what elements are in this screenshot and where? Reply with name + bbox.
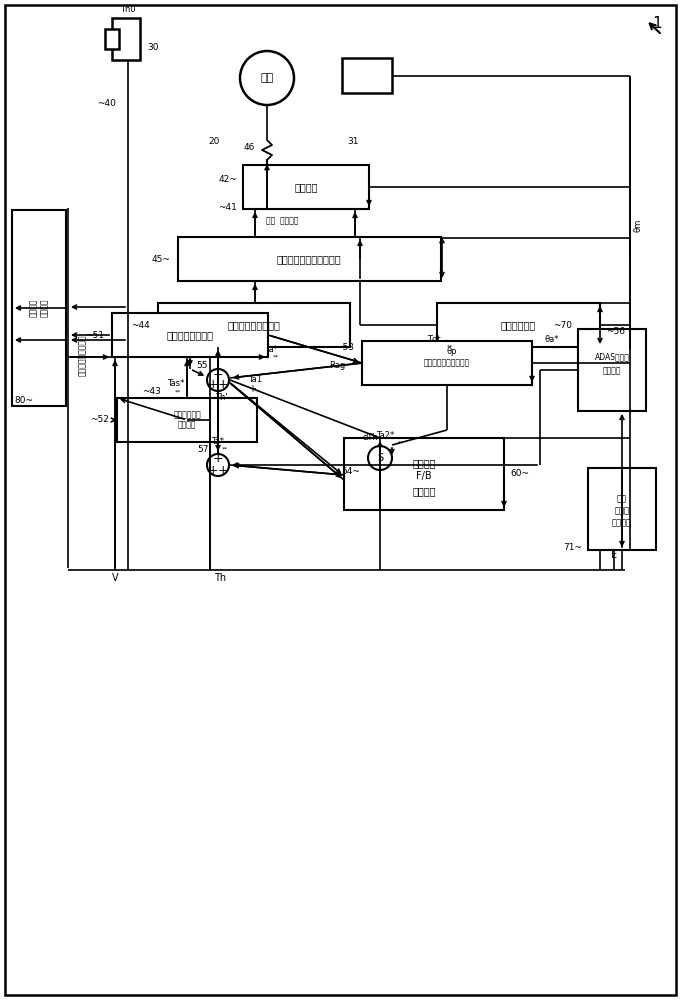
Text: 外部: 外部 xyxy=(617,494,627,504)
Text: Th': Th' xyxy=(215,393,227,402)
Text: 电流  转矩电流: 电流 转矩电流 xyxy=(266,217,298,226)
Text: 60~: 60~ xyxy=(510,470,529,479)
Text: Ia*: Ia* xyxy=(266,346,278,355)
Text: 辅助指令值运算电路: 辅助指令值运算电路 xyxy=(78,334,86,376)
Text: ADAS指令值: ADAS指令值 xyxy=(595,353,629,361)
Text: 1: 1 xyxy=(652,16,662,31)
Text: Tdt: Tdt xyxy=(427,334,441,344)
Circle shape xyxy=(207,369,229,391)
Text: ~53: ~53 xyxy=(335,344,354,353)
Text: ~56: ~56 xyxy=(606,328,625,336)
Text: 转向操縱
装置电路: 转向操縱 装置电路 xyxy=(29,299,49,317)
Text: Tas*: Tas* xyxy=(167,378,184,387)
Bar xyxy=(103,150,612,550)
Text: 电流指令值补偿控制电路: 电流指令值补偿控制电路 xyxy=(276,254,341,264)
Text: 42~: 42~ xyxy=(218,176,237,184)
Text: ~44: ~44 xyxy=(131,320,150,330)
Text: +: + xyxy=(212,452,223,466)
Bar xyxy=(344,438,504,510)
Bar xyxy=(112,18,140,60)
Bar xyxy=(117,398,257,442)
Text: **: ** xyxy=(273,355,279,360)
Text: E: E xyxy=(611,550,617,560)
Bar xyxy=(101,143,616,558)
Text: 30: 30 xyxy=(147,43,159,52)
Text: dTh: dTh xyxy=(362,434,378,442)
Text: Rag: Rag xyxy=(329,361,345,370)
Text: 54~: 54~ xyxy=(341,468,360,477)
Bar xyxy=(12,210,66,406)
Text: Ta2*: Ta2* xyxy=(376,430,394,440)
Circle shape xyxy=(207,454,229,476)
Circle shape xyxy=(240,51,294,105)
Text: Th0: Th0 xyxy=(120,5,136,14)
Bar xyxy=(197,30,423,142)
Text: Ta1: Ta1 xyxy=(248,375,262,384)
Text: θa*: θa* xyxy=(545,336,559,344)
Text: ~41: ~41 xyxy=(218,202,237,212)
Text: **: ** xyxy=(447,344,454,350)
Bar xyxy=(588,468,656,550)
Text: 55: 55 xyxy=(196,360,208,369)
Text: +: + xyxy=(218,378,228,391)
Text: **: ** xyxy=(551,346,557,351)
Text: +: + xyxy=(248,384,256,394)
Text: +: + xyxy=(218,464,228,477)
Text: 驱动电路: 驱动电路 xyxy=(294,182,318,192)
Bar xyxy=(362,341,532,385)
Circle shape xyxy=(368,446,392,470)
Bar xyxy=(437,303,600,347)
Bar xyxy=(178,237,441,281)
Text: 80~: 80~ xyxy=(14,396,33,405)
Text: **: ** xyxy=(222,446,228,452)
Text: 46: 46 xyxy=(243,142,255,151)
Text: **: ** xyxy=(175,389,181,394)
Text: **: ** xyxy=(398,440,405,446)
Text: 第２补位补偿控制电路: 第２补位补偿控制电路 xyxy=(424,359,470,367)
Text: ~52: ~52 xyxy=(90,416,109,424)
Text: 31: 31 xyxy=(347,137,358,146)
Bar xyxy=(578,329,646,411)
Text: 57: 57 xyxy=(197,446,209,454)
Text: θm: θm xyxy=(633,218,642,232)
Text: F/B: F/B xyxy=(416,471,432,481)
Text: 运算电路: 运算电路 xyxy=(603,366,621,375)
Text: 电流指令值补偿电路: 电流指令值补偿电路 xyxy=(227,320,281,330)
Text: ~40: ~40 xyxy=(97,99,116,107)
Text: S: S xyxy=(377,453,383,463)
Text: 45~: 45~ xyxy=(151,254,170,263)
Text: ~51: ~51 xyxy=(85,330,104,340)
Text: Th: Th xyxy=(214,573,226,583)
Text: 71~: 71~ xyxy=(563,544,582,552)
Text: +: + xyxy=(208,378,219,391)
Text: 传感器: 传感器 xyxy=(614,506,629,516)
Text: 马达: 马达 xyxy=(260,73,274,83)
Bar xyxy=(105,29,119,49)
Text: 基本辅助控制电路: 基本辅助控制电路 xyxy=(166,330,214,340)
Bar xyxy=(63,138,637,568)
Text: 20: 20 xyxy=(208,136,219,145)
Text: V: V xyxy=(112,573,118,583)
Bar xyxy=(112,313,268,357)
Text: +: + xyxy=(212,367,223,380)
Text: +: + xyxy=(208,464,219,477)
Bar xyxy=(342,58,392,93)
Text: Ta*: Ta* xyxy=(212,436,225,446)
Text: 小齿轮角: 小齿轮角 xyxy=(412,458,436,468)
Text: 第一相过补偿
控制电路: 第一相过补偿 控制电路 xyxy=(173,410,201,430)
Text: ~70: ~70 xyxy=(553,322,572,330)
Text: 分相控制电路: 分相控制电路 xyxy=(501,320,536,330)
Text: θp: θp xyxy=(447,348,457,357)
Bar xyxy=(158,303,350,347)
Text: 检测装置: 检测装置 xyxy=(612,518,632,528)
Bar xyxy=(243,165,369,209)
Text: ~43: ~43 xyxy=(142,387,161,396)
Text: 控制电路: 控制电路 xyxy=(412,486,436,496)
